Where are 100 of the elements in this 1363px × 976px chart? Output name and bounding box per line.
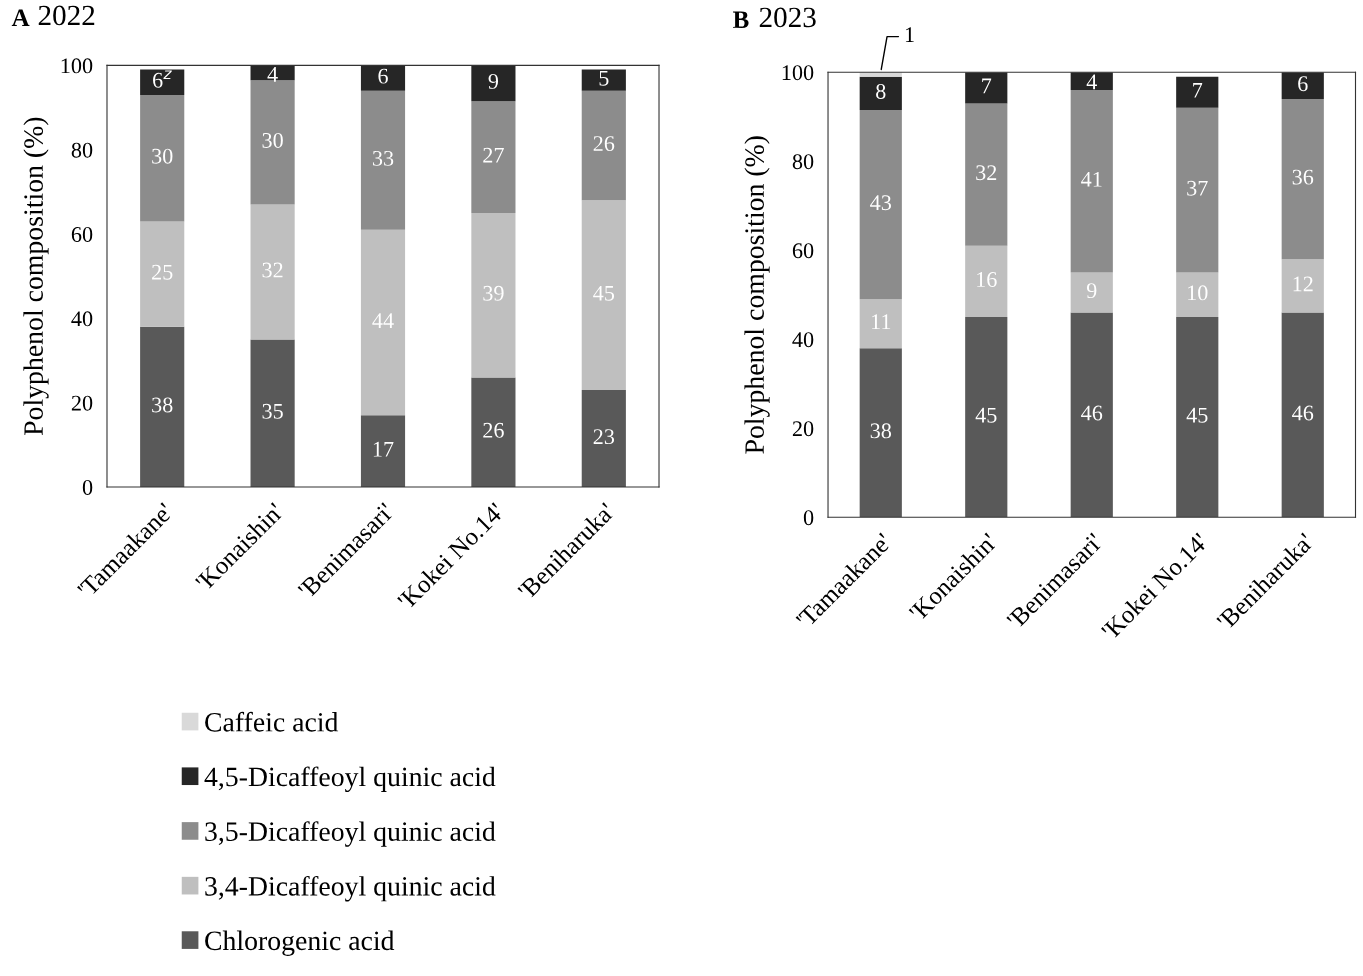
bar — [1281, 72, 1324, 99]
data-label: 25 — [152, 264, 173, 280]
bar — [140, 221, 185, 327]
data-label: 6$^{z}$ — [153, 70, 172, 88]
data-label: 46 — [1081, 405, 1103, 421]
y-tick-label: 60 — [71, 226, 93, 242]
bar — [250, 339, 295, 488]
bar — [581, 200, 626, 391]
data-label: 9 — [488, 73, 499, 89]
bar — [1176, 107, 1219, 273]
bar — [140, 94, 185, 222]
y-tick-label: 80 — [71, 142, 93, 158]
y-tick-label: 0 — [82, 479, 93, 495]
data-label: 32 — [976, 165, 997, 181]
bar — [859, 76, 902, 111]
data-label: 37 — [1187, 180, 1208, 196]
y-axis-title: Polyphenol composition (%) — [23, 117, 49, 436]
bar — [471, 101, 516, 213]
legend-label: Caffeic acid — [205, 711, 339, 732]
data-label: 7 — [982, 78, 992, 94]
data-label: 4 — [1086, 74, 1097, 90]
data-label: 30 — [152, 148, 173, 164]
data-label: 23 — [593, 429, 615, 445]
chart-title: B 2023 — [733, 7, 816, 28]
y-tick-label: 60 — [792, 243, 814, 259]
bar — [965, 72, 1008, 104]
bar — [1070, 90, 1113, 273]
bar — [140, 326, 185, 488]
bar — [1281, 312, 1324, 518]
data-label: 45 — [1186, 407, 1208, 423]
bar — [471, 212, 516, 378]
data-label: 9 — [1086, 283, 1097, 299]
bar — [859, 110, 902, 300]
y-tick-label: 20 — [792, 421, 814, 437]
bar — [1176, 272, 1219, 317]
bar — [471, 377, 516, 488]
bar — [859, 299, 902, 349]
y-tick-label: 40 — [71, 311, 93, 327]
data-label: 26 — [483, 422, 504, 438]
y-tick-label: 100 — [782, 65, 814, 81]
bar — [859, 348, 902, 518]
bar — [250, 80, 295, 205]
y-tick-label: 20 — [71, 395, 93, 411]
data-label: 10 — [1188, 285, 1208, 301]
data-label: 46 — [1292, 405, 1314, 421]
data-label: 6 — [378, 68, 388, 84]
data-label: 38 — [152, 397, 173, 413]
bar — [360, 90, 406, 230]
bar — [581, 90, 626, 201]
bar — [1176, 317, 1219, 518]
legend-label: Chlorogenic acid — [205, 930, 395, 956]
bar — [965, 317, 1008, 518]
legend-label: 4,5-Dicaffeoyl quinic acid — [204, 766, 496, 793]
data-label: 11 — [872, 314, 891, 330]
data-label: 5 — [599, 70, 609, 86]
bar — [1070, 312, 1113, 518]
legend-label: 3,4-Dicaffeoyl quinic acid — [205, 875, 496, 902]
data-label: 39 — [483, 285, 504, 301]
bar — [140, 69, 185, 95]
bar — [1281, 259, 1324, 313]
data-label: 38 — [870, 423, 892, 439]
data-label: 41 — [1081, 171, 1102, 187]
bar — [581, 390, 626, 488]
y-tick-label: 80 — [792, 154, 814, 170]
data-label: 36 — [1292, 169, 1314, 185]
data-label: 32 — [262, 262, 283, 278]
y-tick-label: 40 — [792, 332, 814, 348]
bar — [1070, 272, 1113, 313]
data-label: 17 — [373, 441, 394, 457]
chart-title: A 2022 — [11, 5, 95, 26]
bar — [360, 415, 406, 488]
data-label: 35 — [262, 403, 283, 419]
data-label: 43 — [870, 195, 892, 211]
data-label: 33 — [372, 150, 394, 166]
data-label: 30 — [262, 132, 283, 148]
data-label: 1 — [905, 27, 914, 42]
data-label: 7 — [1193, 83, 1203, 98]
bar — [1176, 76, 1219, 108]
bar — [360, 229, 406, 416]
bar — [965, 103, 1008, 246]
data-label: 26 — [593, 136, 615, 152]
data-label: 45 — [975, 407, 997, 423]
data-label: 45 — [593, 285, 615, 301]
data-label: 16 — [977, 272, 997, 287]
legend-label: 3,5-Dicaffeoyl quinic acid — [205, 821, 496, 847]
bar — [581, 69, 626, 91]
bar — [471, 65, 516, 102]
bar — [965, 245, 1008, 317]
bar — [1281, 98, 1324, 260]
data-label: 27 — [483, 147, 504, 163]
bar — [360, 65, 406, 91]
data-label: 8 — [876, 83, 886, 99]
data-label: 6 — [1298, 76, 1308, 92]
y-tick-label: 100 — [61, 58, 93, 74]
bar — [250, 204, 295, 340]
data-label: 44 — [372, 313, 394, 328]
y-tick-label: 0 — [803, 510, 814, 526]
data-label: 12 — [1293, 276, 1313, 292]
y-axis-title: Polyphenol composition (%) — [744, 136, 770, 454]
data-label: 4 — [267, 67, 278, 82]
